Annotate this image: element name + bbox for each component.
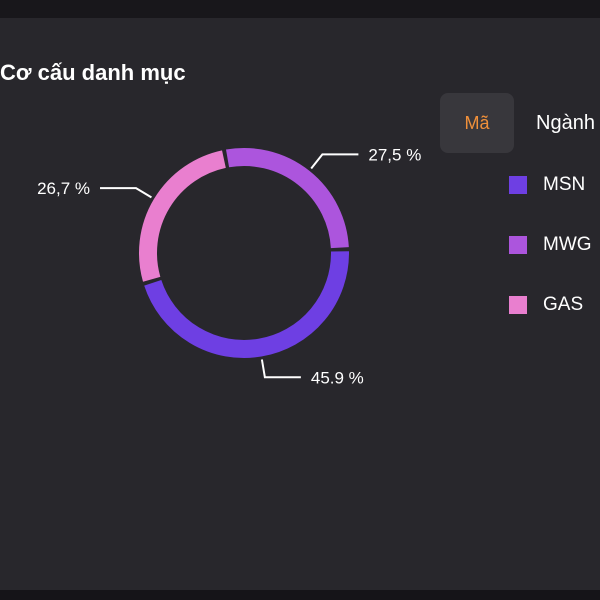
legend-label: MSN: [543, 174, 586, 195]
legend-label: GAS: [543, 294, 584, 315]
slice-msn[interactable]: [144, 251, 349, 358]
data-label-gas: 26,7 %: [37, 179, 90, 198]
tab-ma[interactable]: Mã: [440, 93, 514, 153]
legend-swatch: [509, 176, 527, 194]
slice-mwg[interactable]: [225, 148, 349, 249]
legend-item-gas[interactable]: GAS: [509, 290, 583, 320]
legend-label: MWG: [543, 234, 592, 255]
callout-line: [310, 153, 359, 170]
data-label-mwg: 27,5 %: [368, 145, 421, 164]
slice-gas[interactable]: [139, 150, 227, 282]
legend-item-mwg[interactable]: MWG: [509, 230, 592, 260]
top-bar: [0, 0, 600, 18]
data-label-msn: 45.9 %: [311, 368, 364, 387]
callout-line: [100, 187, 152, 199]
page-title: Cơ cấu danh mục: [0, 60, 186, 85]
legend-item-msn[interactable]: MSN: [509, 170, 585, 200]
legend-swatch: [509, 296, 527, 314]
callout-line: [260, 359, 301, 379]
bottom-bar: [0, 590, 600, 600]
tab-nganh[interactable]: Ngành: [536, 111, 595, 134]
legend-swatch: [509, 236, 527, 254]
